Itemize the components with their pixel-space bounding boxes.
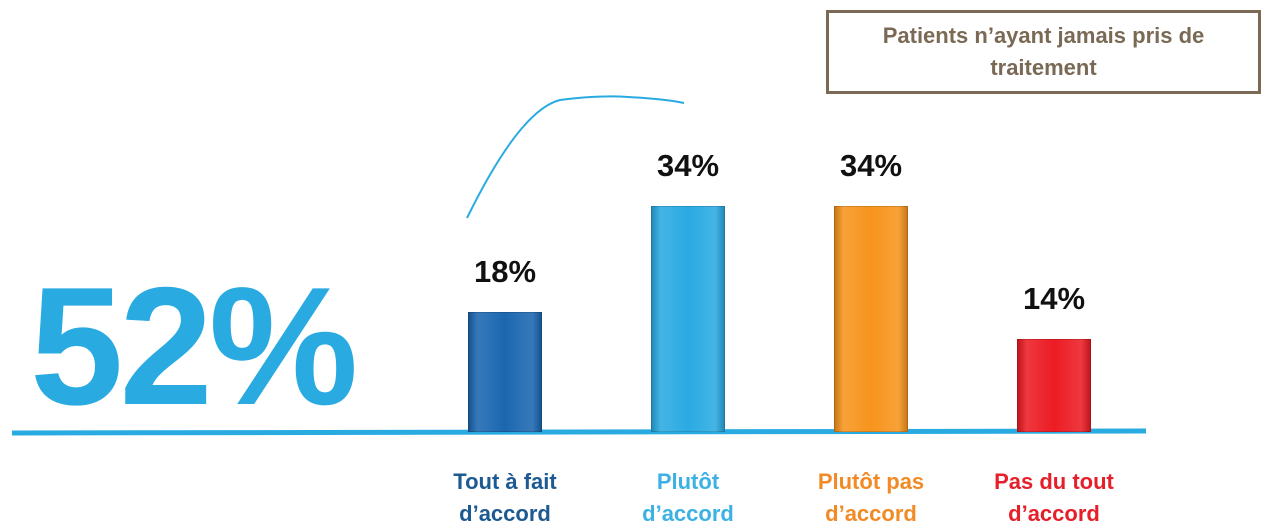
arc — [466, 95, 685, 219]
value-label: 18% — [473, 254, 537, 290]
bar — [468, 312, 542, 432]
category-label: Plutôt d’accord — [642, 469, 734, 526]
bar — [834, 205, 908, 432]
category-label: Plutôt pas d’accord — [817, 469, 925, 526]
baseline — [11, 428, 1147, 436]
category-label: Tout à fait d’accord — [453, 469, 557, 526]
headline-value: 52% — [30, 252, 358, 440]
value-label: 14% — [1022, 280, 1086, 316]
value-label: 34% — [839, 147, 903, 183]
value-label: 34% — [656, 147, 720, 183]
bar — [651, 205, 725, 432]
legend-box: Patients n’ayant jamais pris de traiteme… — [826, 10, 1261, 94]
category-label: Pas du tout d’accord — [994, 469, 1114, 526]
bar — [1017, 338, 1091, 432]
